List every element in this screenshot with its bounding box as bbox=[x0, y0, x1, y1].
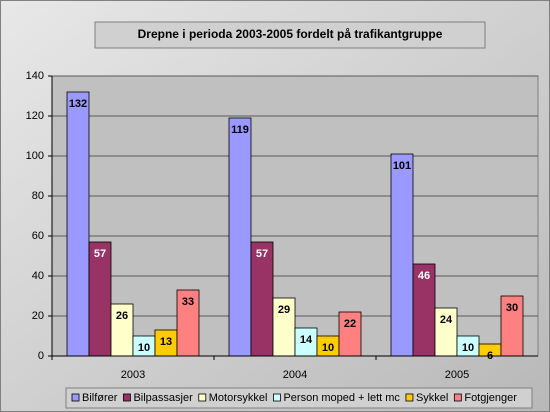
legend-label: Bilfører bbox=[82, 392, 118, 404]
y-tick-label: 20 bbox=[32, 310, 44, 322]
y-tick-label: 60 bbox=[32, 230, 44, 242]
y-tick-label: 40 bbox=[32, 270, 44, 282]
value-label: 29 bbox=[278, 304, 290, 316]
value-label: 10 bbox=[462, 342, 474, 354]
legend-label: Fotgjenger bbox=[464, 392, 517, 404]
value-label: 101 bbox=[393, 160, 411, 172]
bar bbox=[228, 117, 252, 357]
value-label: 33 bbox=[182, 296, 194, 308]
x-tick-label: 2003 bbox=[121, 369, 145, 381]
legend-swatch bbox=[198, 393, 207, 402]
legend-items: Bilfører Bilpassasjer Motorsykkel Person mo… bbox=[71, 392, 517, 404]
value-label: 57 bbox=[256, 248, 268, 260]
value-label: 10 bbox=[138, 342, 150, 354]
legend-swatch bbox=[453, 393, 462, 402]
legend-label: Sykkel bbox=[416, 392, 448, 404]
legend-label: Person moped + lett mc bbox=[283, 392, 400, 404]
legend-label: Bilpassasjer bbox=[133, 392, 193, 404]
y-tick-label: 120 bbox=[26, 110, 44, 122]
value-label: 13 bbox=[160, 336, 172, 348]
y-tick-label: 0 bbox=[38, 350, 44, 362]
value-label: 57 bbox=[94, 248, 106, 260]
chart-title: Drepne i perioda 2003-2005 fordelt på tr… bbox=[138, 27, 443, 41]
legend-swatch bbox=[123, 393, 131, 402]
legend-swatch bbox=[405, 393, 414, 402]
value-label: 132 bbox=[69, 98, 87, 110]
value-label: 24 bbox=[440, 314, 453, 326]
title-box bbox=[94, 21, 486, 49]
value-label: 30 bbox=[506, 302, 518, 314]
legend bbox=[65, 387, 533, 409]
bar bbox=[66, 91, 90, 357]
value-label: 14 bbox=[300, 334, 313, 346]
x-tick-label: 2005 bbox=[445, 369, 469, 381]
value-label: 10 bbox=[322, 342, 334, 354]
value-label: 26 bbox=[116, 310, 128, 322]
legend-swatch bbox=[273, 393, 281, 402]
value-label: 22 bbox=[344, 318, 356, 330]
bar bbox=[390, 153, 414, 357]
value-label: 119 bbox=[231, 124, 249, 136]
legend-swatch bbox=[71, 393, 80, 402]
value-label: 46 bbox=[418, 270, 430, 282]
y-tick-label: 80 bbox=[32, 190, 44, 202]
y-tick-label: 100 bbox=[26, 150, 44, 162]
y-tick-label: 140 bbox=[26, 70, 44, 82]
x-tick-label: 2004 bbox=[283, 369, 307, 381]
legend-label: Motorsykkel bbox=[209, 392, 268, 404]
